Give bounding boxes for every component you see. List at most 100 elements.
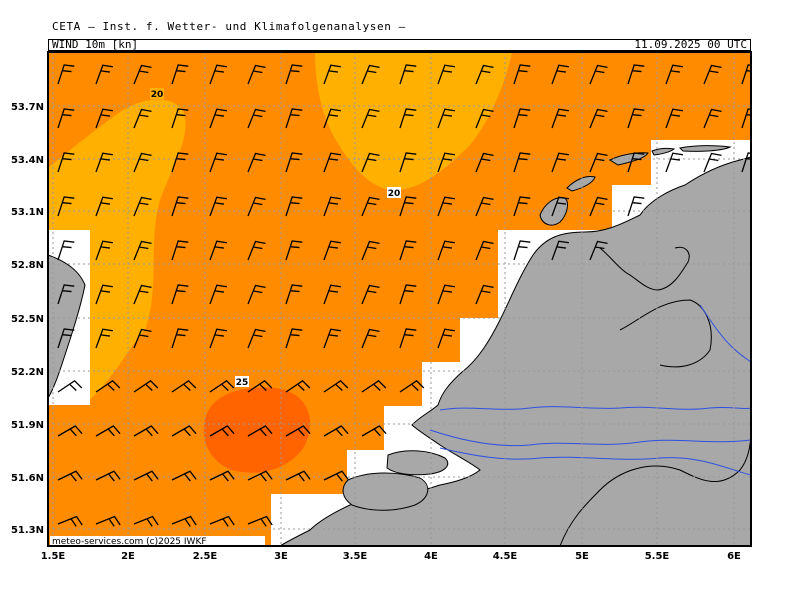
wind-barb (475, 152, 494, 173)
wind-barb (133, 328, 152, 349)
wind-barb (323, 64, 342, 85)
wind-barb (285, 64, 303, 85)
wind-barb (437, 240, 456, 261)
wind-barb (627, 196, 645, 217)
wind-barb (95, 152, 114, 173)
wind-barb (247, 196, 266, 217)
wind-barb (399, 379, 425, 393)
wind-barb (209, 284, 228, 305)
wind-barb (589, 64, 608, 85)
wind-barb (703, 64, 722, 85)
wind-barb (475, 108, 494, 129)
wind-barb (323, 152, 342, 173)
wind-barb (133, 108, 152, 129)
wind-barb (171, 196, 189, 217)
lon-label: 4E (424, 551, 438, 562)
wind-barb (57, 328, 75, 349)
wind-barb (57, 379, 83, 393)
longitude-axis: 1.5E 2E 2.5E 3E 3.5E 4E 4.5E 5E 5.5E 6E (41, 551, 741, 562)
wind-barb (133, 470, 159, 482)
wind-barb (361, 284, 380, 305)
wind-barb (703, 108, 722, 129)
wind-barb (57, 240, 75, 261)
map-content: 20 20 25 meteo-services.com (c)2025 IWKF (48, 52, 751, 547)
wind-barb (209, 240, 228, 261)
border-line (559, 429, 751, 546)
wind-barb (247, 470, 273, 482)
lat-label: 53.7N (11, 102, 44, 113)
wind-barb (285, 108, 303, 129)
wind-barb (665, 152, 684, 173)
wind-barb (703, 152, 722, 173)
wind-barb (323, 240, 342, 261)
wind-barb (323, 196, 342, 217)
wind-barb (323, 379, 349, 393)
wind-barb (57, 108, 75, 129)
wind-barb (209, 108, 228, 129)
wind-barb (437, 284, 456, 305)
wind-barb (285, 379, 311, 393)
wind-barb (551, 196, 570, 217)
wind-barb (133, 240, 152, 261)
wind-barb (665, 108, 684, 129)
ijsselmeer-outline (599, 246, 690, 291)
copyright-credit: meteo-services.com (c)2025 IWKF (52, 537, 207, 547)
wind-barb (171, 379, 197, 393)
wind-barb (171, 152, 189, 173)
wind-barb (361, 64, 380, 85)
wind-barb (133, 515, 159, 527)
wind-barb (285, 470, 311, 482)
lon-label: 2.5E (193, 551, 218, 562)
wind-barb (589, 240, 608, 261)
lat-label: 52.2N (11, 367, 44, 378)
institute-header: CETA — Inst. f. Wetter- und Klimafolgena… (52, 20, 406, 33)
lon-label: 1.5E (41, 551, 66, 562)
wind-barb (209, 470, 235, 482)
land-wadden-island-5 (678, 145, 732, 152)
wind-barb (437, 196, 456, 217)
wind-barb (361, 108, 380, 129)
lon-label: 5.5E (645, 551, 670, 562)
wind-barb (57, 196, 75, 217)
wind-barb (95, 64, 114, 85)
wind-barb (209, 515, 235, 527)
wind-barb (285, 284, 303, 305)
wind-barb (171, 328, 189, 349)
wind-barb (437, 108, 456, 129)
wind-barb (171, 108, 189, 129)
lat-label: 52.5N (11, 314, 44, 325)
wind-field-20-north (315, 52, 512, 190)
lon-label: 2E (121, 551, 135, 562)
wind-barb (95, 515, 121, 527)
lon-label: 3E (274, 551, 288, 562)
wind-barb (247, 379, 273, 393)
wind-barb (171, 425, 197, 437)
contour-label-bg (387, 187, 401, 198)
wind-barb (209, 64, 228, 85)
lon-label: 4.5E (493, 551, 518, 562)
wind-barb (171, 515, 197, 527)
wind-barb (171, 240, 189, 261)
wind-barb (361, 328, 380, 349)
wind-barb (513, 240, 531, 261)
wind-barb (247, 425, 273, 437)
wind-barb (589, 196, 608, 217)
land-zeeland-island (342, 472, 429, 511)
coordinate-grid (48, 52, 751, 546)
wind-barb (551, 64, 570, 85)
wind-barb (475, 284, 494, 305)
wind-barb (513, 196, 531, 217)
wind-barb (171, 64, 189, 85)
wind-barb (551, 240, 570, 261)
wind-barb (133, 379, 159, 393)
wind-barb (399, 328, 417, 349)
wind-barb (513, 64, 531, 85)
wind-barb (323, 328, 342, 349)
wind-barb (209, 425, 235, 437)
wind-barb (399, 152, 417, 173)
wind-barb (133, 284, 152, 305)
contour-label-20-north: 20 (388, 189, 401, 199)
wind-barb (95, 470, 121, 482)
wind-field-25-core (203, 387, 311, 473)
